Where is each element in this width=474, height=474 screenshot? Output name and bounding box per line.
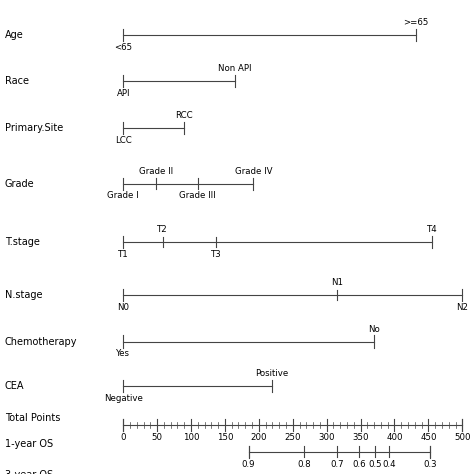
Text: Primary.Site: Primary.Site bbox=[5, 123, 63, 133]
Text: T2: T2 bbox=[157, 225, 168, 234]
Text: T3: T3 bbox=[211, 249, 221, 258]
Text: Grade I: Grade I bbox=[108, 191, 139, 201]
Text: 150: 150 bbox=[217, 433, 233, 442]
Text: 0.6: 0.6 bbox=[352, 459, 365, 468]
Text: <65: <65 bbox=[114, 43, 132, 52]
Text: 0.7: 0.7 bbox=[330, 459, 344, 468]
Text: 50: 50 bbox=[152, 433, 163, 442]
Text: N0: N0 bbox=[117, 303, 129, 312]
Text: 200: 200 bbox=[251, 433, 267, 442]
Text: Grade IV: Grade IV bbox=[235, 167, 272, 176]
Text: Negative: Negative bbox=[104, 393, 143, 402]
Text: Chemotherapy: Chemotherapy bbox=[5, 337, 77, 346]
Text: Positive: Positive bbox=[255, 369, 289, 378]
Text: CEA: CEA bbox=[5, 381, 24, 391]
Text: 350: 350 bbox=[352, 433, 369, 442]
Text: Total Points: Total Points bbox=[5, 413, 60, 423]
Text: RCC: RCC bbox=[175, 111, 192, 120]
Text: 450: 450 bbox=[420, 433, 437, 442]
Text: LCC: LCC bbox=[115, 136, 132, 145]
Text: 500: 500 bbox=[454, 433, 471, 442]
Text: 400: 400 bbox=[386, 433, 403, 442]
Text: Non API: Non API bbox=[218, 64, 251, 73]
Text: 0.3: 0.3 bbox=[423, 459, 437, 468]
Text: T4: T4 bbox=[427, 225, 438, 234]
Text: 0.4: 0.4 bbox=[383, 459, 396, 468]
Text: Grade III: Grade III bbox=[179, 191, 216, 201]
Text: 0.9: 0.9 bbox=[242, 459, 255, 468]
Text: 0: 0 bbox=[120, 433, 126, 442]
Text: >=65: >=65 bbox=[403, 18, 428, 27]
Text: 250: 250 bbox=[284, 433, 301, 442]
Text: N.stage: N.stage bbox=[5, 290, 42, 300]
Text: N2: N2 bbox=[456, 303, 468, 312]
Text: No: No bbox=[368, 325, 380, 334]
Text: N1: N1 bbox=[331, 278, 343, 287]
Text: 0.8: 0.8 bbox=[298, 459, 311, 468]
Text: 100: 100 bbox=[183, 433, 199, 442]
Text: 300: 300 bbox=[319, 433, 335, 442]
Text: 0.5: 0.5 bbox=[368, 459, 382, 468]
Text: Age: Age bbox=[5, 30, 24, 40]
Text: Yes: Yes bbox=[116, 349, 130, 358]
Text: 1-year OS: 1-year OS bbox=[5, 439, 53, 449]
Text: T1: T1 bbox=[118, 249, 128, 258]
Text: T.stage: T.stage bbox=[5, 237, 40, 246]
Text: Grade II: Grade II bbox=[139, 167, 173, 176]
Text: Grade: Grade bbox=[5, 179, 34, 189]
Text: 3-year OS: 3-year OS bbox=[5, 470, 53, 474]
Text: API: API bbox=[117, 89, 130, 98]
Text: Race: Race bbox=[5, 76, 29, 86]
